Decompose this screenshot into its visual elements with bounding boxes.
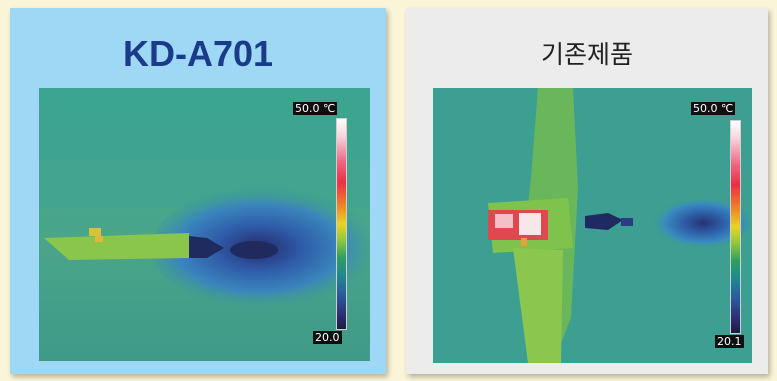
product-panel-kd-a701: KD-A701 (10, 8, 386, 374)
scale-max-label: 50.0 ℃ (691, 102, 736, 115)
thermal-scene (39, 88, 370, 361)
scale-min-label: 20.0 (313, 331, 342, 344)
scale-unit: ℃ (721, 102, 734, 115)
cold-airflow (646, 197, 750, 249)
scale-max-label: 50.0 ℃ (293, 102, 338, 115)
thermal-scene (433, 88, 752, 363)
temperature-scale-bar (730, 120, 741, 334)
panel-title: 기존제품 (540, 40, 633, 69)
scale-max-value: 50.0 (295, 102, 320, 115)
device-body (44, 233, 189, 260)
scale-min-label: 20.1 (715, 335, 744, 348)
panel-title: KD-A701 (122, 33, 274, 74)
scale-max-value: 50.0 (693, 102, 718, 115)
product-panel-conventional: 기존제품 50.0 ℃ (406, 8, 768, 374)
scale-unit: ℃ (323, 102, 336, 115)
thermal-image-conventional: 50.0 ℃ 20.1 (433, 88, 752, 363)
temperature-scale-bar (336, 118, 347, 330)
thermal-image-kd-a701: 50.0 ℃ 20.0 (39, 88, 370, 361)
